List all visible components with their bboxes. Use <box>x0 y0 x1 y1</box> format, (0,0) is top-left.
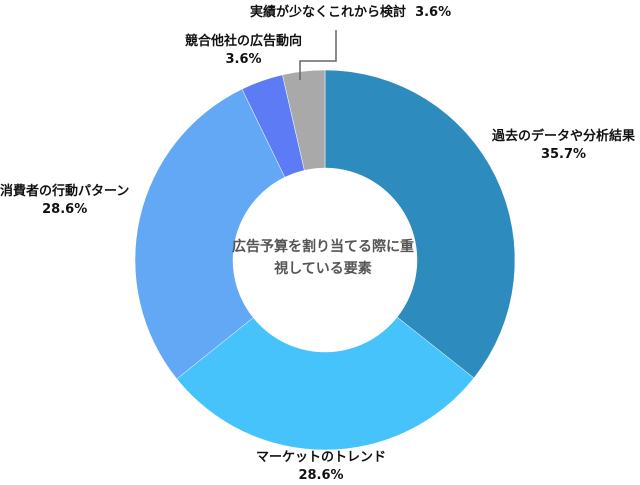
slice-label-text: 過去のデータや分析結果 <box>492 129 636 144</box>
slice-label-text: 実績が少なくこれから検討 <box>250 5 407 20</box>
slice-label-text: マーケットのトレンド <box>256 450 387 465</box>
slice-label-competitor: 競合他社の広告動向 3.6% <box>185 33 302 69</box>
donut-slice-4 <box>282 69 326 171</box>
slice-label-text: 競合他社の広告動向 <box>185 34 303 49</box>
slice-label-consumer-behavior: 消費者の行動パターン 28.6% <box>0 183 129 219</box>
slice-label-value: 3.6% <box>225 52 262 67</box>
leader-line <box>299 30 337 80</box>
donut-slices <box>134 69 516 451</box>
donut-slice-2 <box>134 88 286 380</box>
slice-label-text: 消費者の行動パターン <box>0 184 130 199</box>
slice-label-value: 35.7% <box>540 147 587 162</box>
slice-label-value: 28.6% <box>298 468 344 483</box>
slice-label-undecided: 実績が少なくこれから検討 3.6% <box>250 4 451 22</box>
donut-slice-0 <box>324 69 516 379</box>
slice-label-value: 28.6% <box>42 202 88 217</box>
slice-label-market-trend: マーケットのトレンド 28.6% <box>256 449 386 485</box>
center-text: 広告予算を割り当てる際に重視している要素 <box>232 239 414 277</box>
donut-slice-1 <box>176 316 475 451</box>
slice-label-past-data: 過去のデータや分析結果 35.7% <box>492 128 635 164</box>
slice-label-value: 3.6% <box>415 5 452 20</box>
